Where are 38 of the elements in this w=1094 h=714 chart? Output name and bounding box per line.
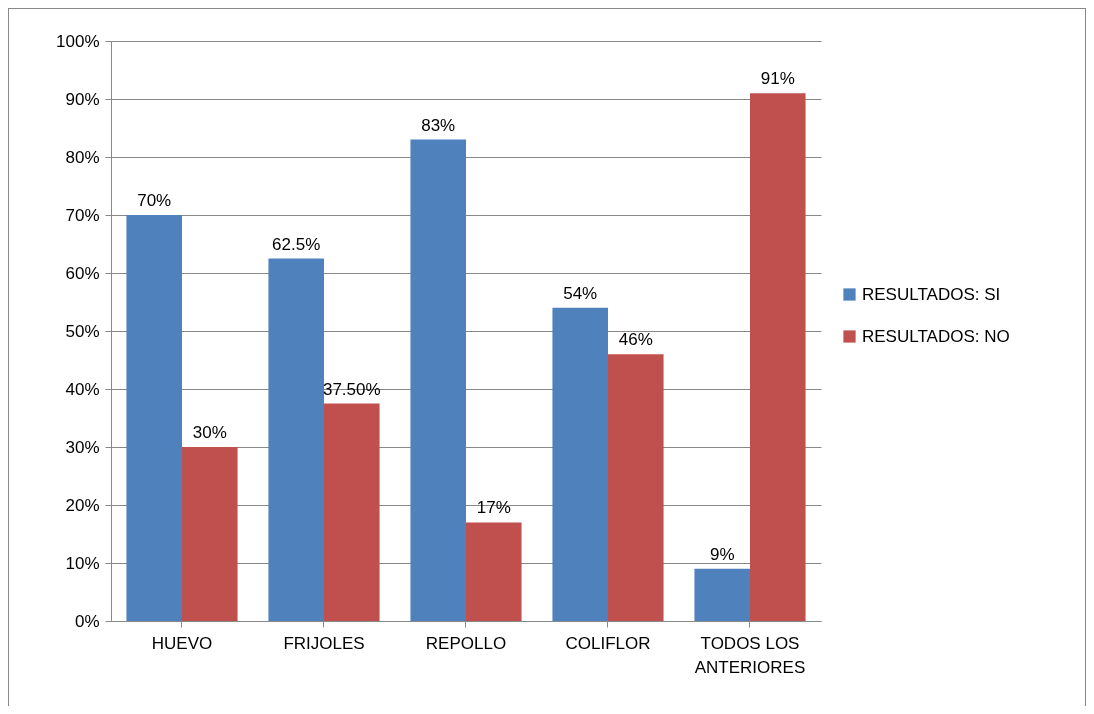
y-tick-label: 10%: [65, 553, 100, 573]
data-label: 46%: [618, 330, 653, 350]
bar: [466, 522, 522, 621]
x-tick-label: REPOLLO: [425, 633, 507, 653]
data-label: 9%: [709, 544, 735, 564]
x-tick-label: FRIJOLES: [283, 633, 365, 653]
data-label: 70%: [137, 191, 172, 210]
y-tick-label: 0%: [74, 611, 100, 631]
data-label: 17%: [476, 498, 511, 518]
bar: [750, 93, 806, 621]
legend-label: RESULTADOS: NO: [862, 326, 1010, 346]
y-tick-label: 60%: [65, 263, 100, 283]
bar: [182, 447, 238, 621]
bar: [268, 258, 324, 621]
y-tick-label: 100%: [56, 31, 100, 51]
data-label: 54%: [563, 283, 598, 303]
data-label: 62.5%: [272, 234, 321, 254]
bar: [126, 215, 182, 621]
data-label: 37.50%: [322, 379, 381, 399]
y-tick-label: 30%: [65, 437, 100, 457]
y-tick-label: 70%: [65, 205, 100, 225]
bar: [410, 139, 466, 621]
x-tick-label: TODOS LOS ANTERIORES: [694, 633, 806, 677]
y-tick-label: 80%: [65, 147, 100, 167]
y-tick-label: 40%: [65, 379, 100, 399]
bar: [608, 354, 664, 621]
bar: [552, 307, 608, 621]
legend-label: RESULTADOS: SI: [862, 284, 1001, 304]
data-label: 30%: [192, 423, 227, 442]
x-tick-label: HUEVO: [151, 633, 213, 653]
x-tick-label: COLIFLOR: [565, 633, 651, 653]
y-tick-label: 50%: [65, 321, 100, 341]
y-tick-label: 90%: [65, 89, 100, 109]
data-label: 83%: [421, 115, 456, 135]
data-label: 91%: [760, 69, 795, 89]
y-tick-label: 20%: [65, 495, 100, 515]
bar: [324, 403, 380, 621]
bar: [694, 568, 750, 621]
